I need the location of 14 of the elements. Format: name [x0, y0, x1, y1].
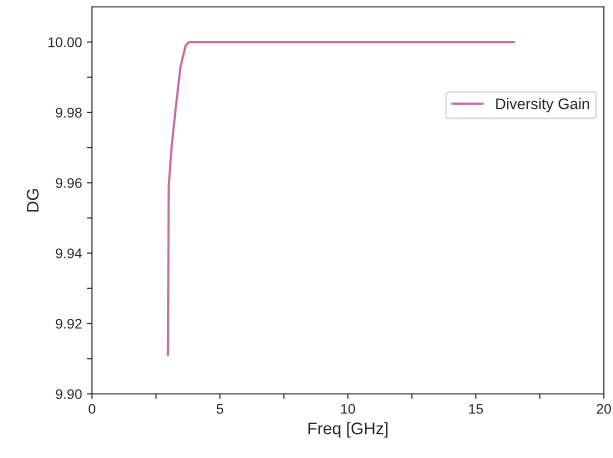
x-axis-title: Freq [GHz]: [308, 422, 388, 438]
y-tick-label: 9.96: [56, 178, 82, 188]
y-tick-label: 9.98: [56, 108, 82, 118]
y-axis-title: DG: [26, 189, 39, 212]
y-tick-label: 10.00: [48, 37, 82, 48]
x-tick-label: 15: [469, 404, 483, 414]
y-tick-label: 9.94: [56, 248, 82, 258]
x-tick-label: 10: [341, 404, 356, 414]
x-tick-label: 0: [88, 404, 96, 414]
x-tick-label: 5: [216, 404, 224, 414]
y-tick-label: 9.92: [56, 318, 82, 329]
y-tick-label: 9.90: [56, 389, 82, 400]
legend-label: Diversity Gain: [496, 98, 590, 112]
x-tick-label: 20: [596, 404, 611, 414]
